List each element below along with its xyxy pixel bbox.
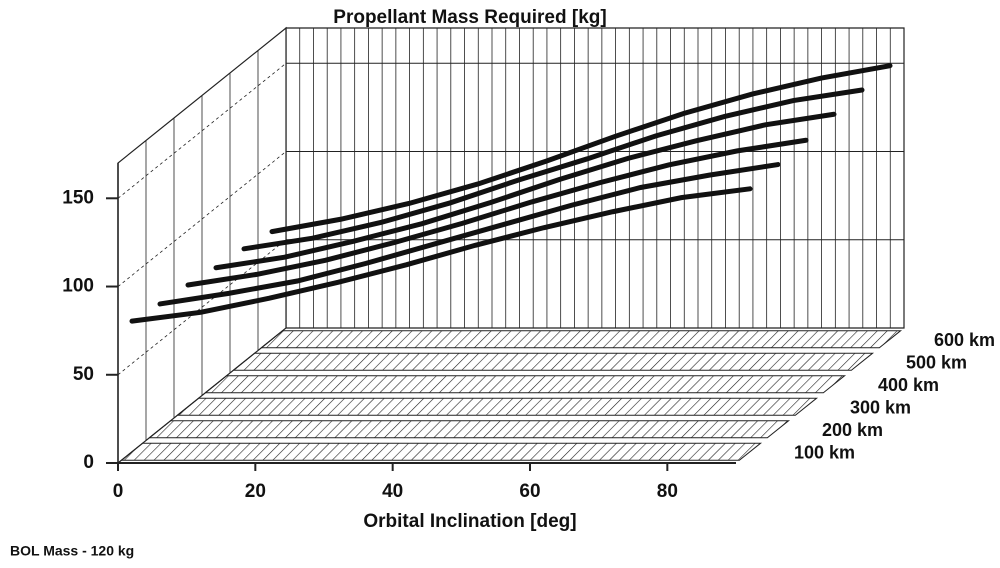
- x-tick-label: 40: [382, 481, 403, 502]
- series-label: 300 km: [850, 398, 911, 418]
- y-tick-label: 50: [73, 364, 94, 385]
- series-line: [157, 162, 781, 307]
- series-label: 100 km: [794, 443, 855, 463]
- series-label: 600 km: [934, 330, 995, 350]
- floor-strip: [119, 442, 763, 461]
- series-line: [241, 87, 865, 252]
- series-line: [269, 63, 893, 235]
- series-line: [213, 111, 837, 271]
- y-tick-label: 0: [83, 452, 94, 473]
- series-label: 500 km: [906, 353, 967, 373]
- series-label: 400 km: [878, 375, 939, 395]
- back-wall: [285, 27, 905, 329]
- series-line: [185, 137, 809, 288]
- floor-strip: [203, 375, 847, 394]
- y-tick-label: 150: [62, 187, 94, 208]
- x-tick-label: 80: [657, 481, 678, 502]
- x-tick-label: 20: [245, 481, 266, 502]
- series-line: [129, 186, 753, 324]
- chart-title: Propellant Mass Required [kg]: [333, 7, 606, 28]
- floor-strip: [259, 330, 903, 349]
- note: BOL Mass - 120 kg: [10, 543, 134, 559]
- floor-strip: [175, 397, 819, 416]
- y-tick-label: 100: [62, 276, 94, 297]
- x-tick-label: 0: [113, 481, 124, 502]
- series-label: 200 km: [822, 420, 883, 440]
- x-axis-label: Orbital Inclination [deg]: [363, 511, 576, 532]
- floor-strip: [147, 420, 791, 439]
- x-tick-label: 60: [519, 481, 540, 502]
- floor-strip: [231, 352, 875, 371]
